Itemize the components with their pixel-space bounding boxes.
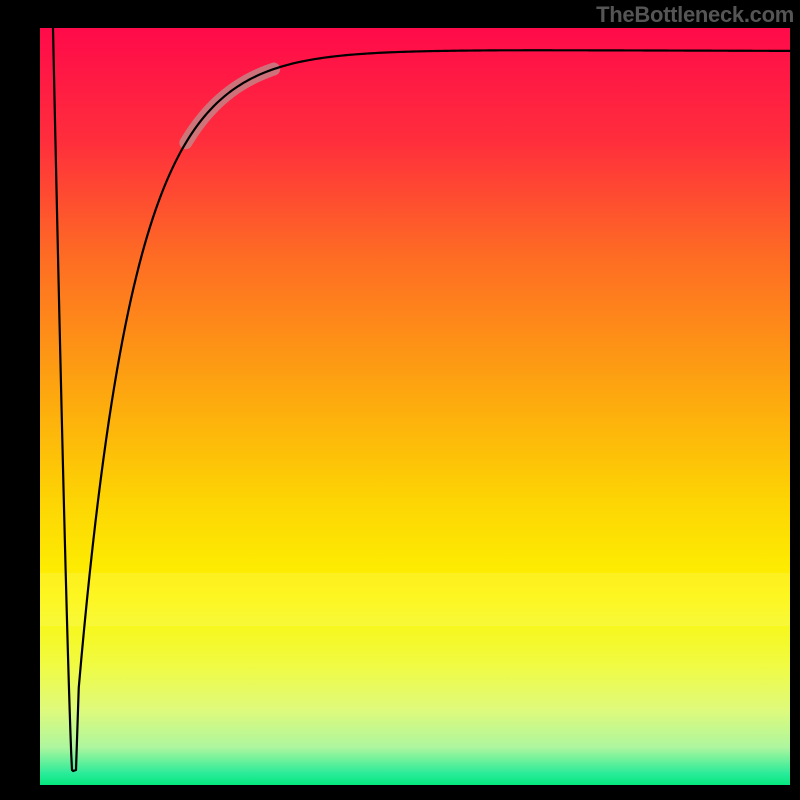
- bottleneck-chart: [0, 0, 800, 800]
- chart-band-overlay: [40, 573, 790, 626]
- chart-background: [40, 28, 790, 785]
- watermark-text: TheBottleneck.com: [596, 2, 794, 28]
